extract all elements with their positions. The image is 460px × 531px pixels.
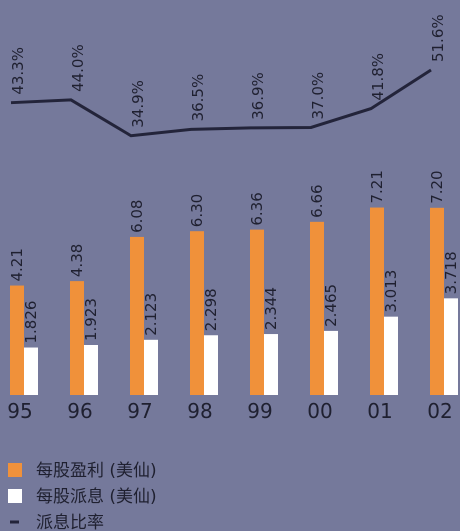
- bar: [10, 285, 24, 395]
- bar: [264, 334, 278, 395]
- bar: [204, 335, 218, 395]
- data-label: 41.8%: [369, 53, 387, 101]
- bar: [430, 207, 444, 395]
- bar: [190, 231, 204, 395]
- x-tick-label: 95: [7, 399, 32, 423]
- legend-label: 派息比率: [36, 513, 104, 531]
- bar: [324, 330, 338, 395]
- data-label: 6.08: [128, 200, 146, 233]
- data-label: 2.344: [262, 287, 280, 330]
- data-label: 36.9%: [249, 72, 267, 120]
- bar: [370, 207, 384, 395]
- data-label: 34.9%: [129, 80, 147, 128]
- data-label: 6.30: [188, 194, 206, 227]
- bar: [130, 236, 144, 395]
- legend-swatch: [8, 463, 22, 477]
- data-label: 4.38: [68, 244, 86, 277]
- bar: [384, 316, 398, 395]
- legend-label: 每股盈利 (美仙): [36, 461, 157, 481]
- x-tick-label: 02: [427, 399, 452, 423]
- legend-label: 每股派息 (美仙): [36, 487, 157, 507]
- bar: [24, 347, 38, 395]
- bar: [310, 221, 324, 395]
- line: [10, 68, 432, 138]
- data-label: 7.21: [368, 170, 386, 203]
- data-label: 6.66: [308, 184, 326, 217]
- data-label: 7.20: [428, 170, 446, 203]
- data-label: 4.21: [8, 248, 26, 281]
- legend-swatch: [8, 489, 22, 503]
- data-label: 44.0%: [69, 44, 87, 92]
- data-label: 1.826: [22, 301, 40, 344]
- x-tick-label: 98: [187, 399, 212, 423]
- x-tick-label: 01: [367, 399, 392, 423]
- data-label: 1.923: [82, 298, 100, 341]
- x-tick-label: 99: [247, 399, 272, 423]
- data-label: 43.3%: [9, 47, 27, 95]
- data-label: 3.013: [382, 270, 400, 313]
- data-label: 36.5%: [189, 74, 207, 122]
- bar: [444, 298, 458, 395]
- bar: [144, 339, 158, 395]
- data-label: 2.123: [142, 293, 160, 336]
- data-label: 2.298: [202, 288, 220, 331]
- bar: [70, 281, 84, 395]
- bar: [84, 345, 98, 395]
- x-tick-label: 96: [67, 399, 92, 423]
- x-tick-label: 97: [127, 399, 152, 423]
- bar: [250, 229, 264, 395]
- data-label: 2.465: [322, 284, 340, 327]
- data-label: 3.718: [442, 251, 460, 294]
- legend-swatch: [10, 520, 19, 524]
- x-tick-label: 00: [307, 399, 332, 423]
- data-label: 6.36: [248, 192, 266, 225]
- data-label: 37.0%: [309, 72, 327, 120]
- data-label: 51.6%: [429, 14, 447, 62]
